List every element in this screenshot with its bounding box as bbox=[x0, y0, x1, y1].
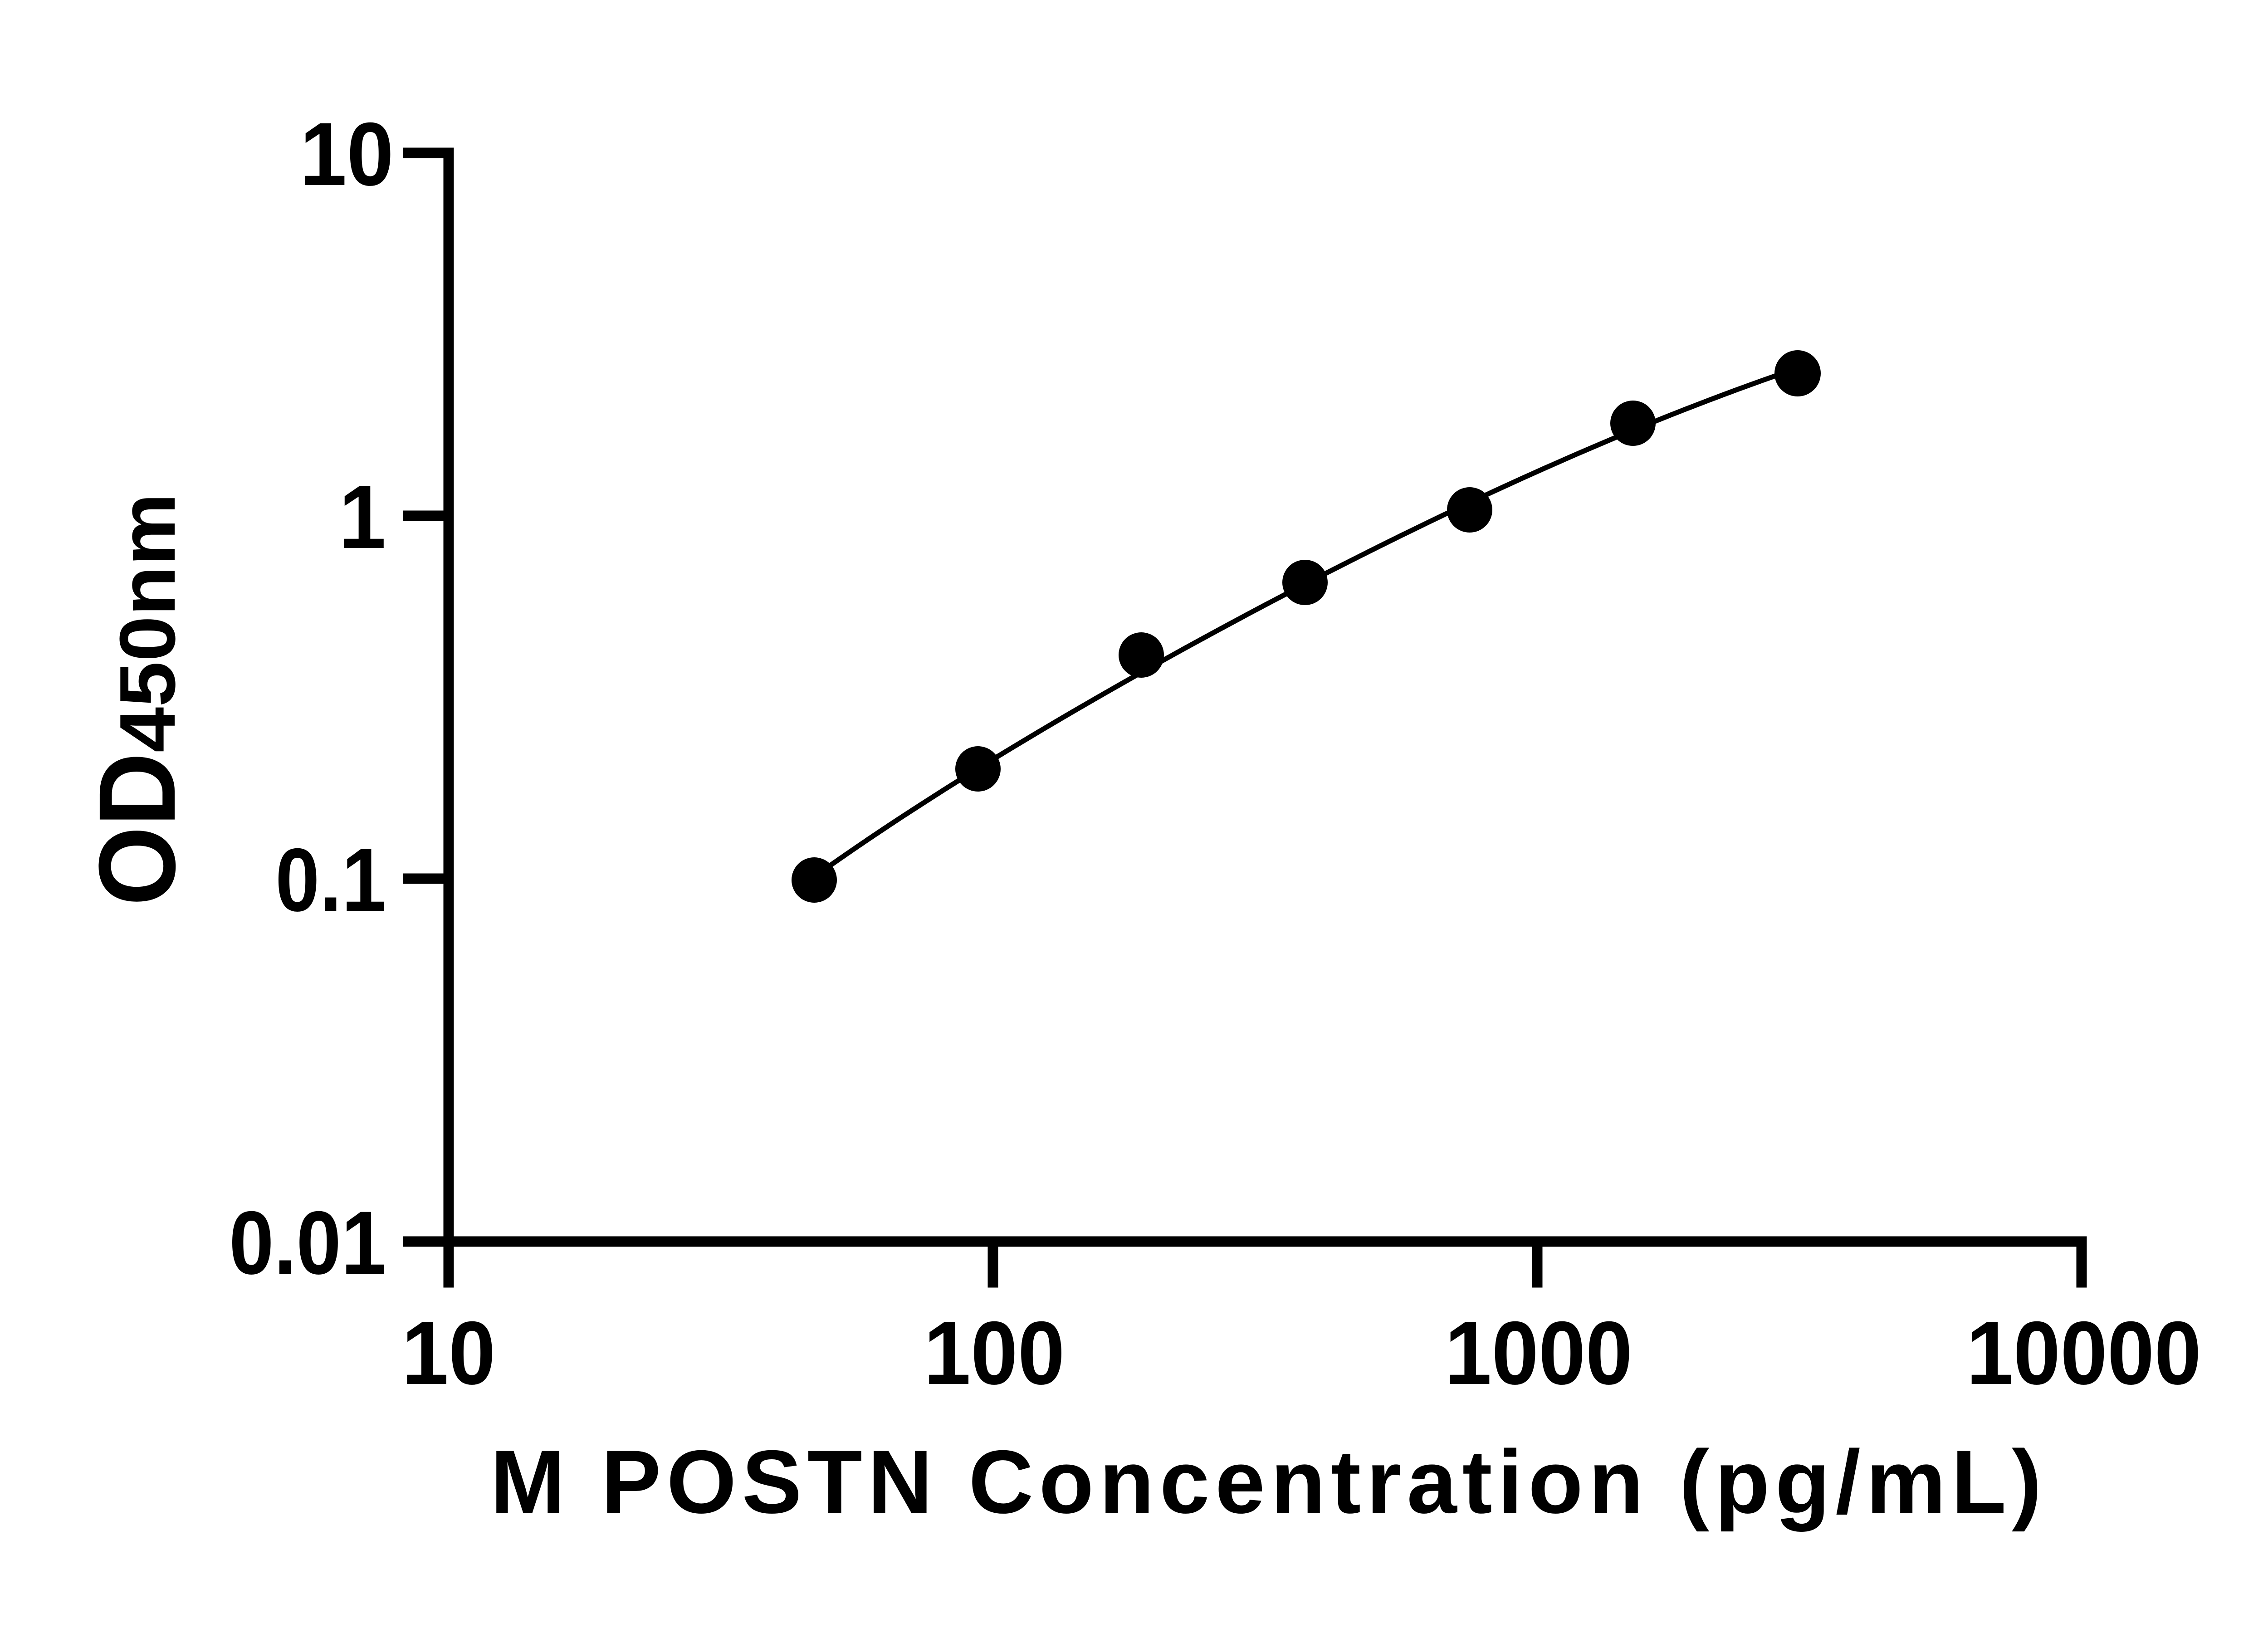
svg-text:1: 1 bbox=[339, 467, 386, 567]
svg-text:0.01: 0.01 bbox=[229, 1193, 386, 1293]
svg-text:10: 10 bbox=[300, 104, 394, 204]
svg-text:0.1: 0.1 bbox=[275, 830, 386, 930]
svg-text:100: 100 bbox=[924, 1303, 1065, 1403]
svg-text:OD450nm: OD450nm bbox=[76, 493, 198, 906]
svg-text:10000: 10000 bbox=[1966, 1303, 2201, 1403]
svg-text:10: 10 bbox=[402, 1303, 496, 1403]
svg-text:1000: 1000 bbox=[1445, 1303, 1633, 1403]
